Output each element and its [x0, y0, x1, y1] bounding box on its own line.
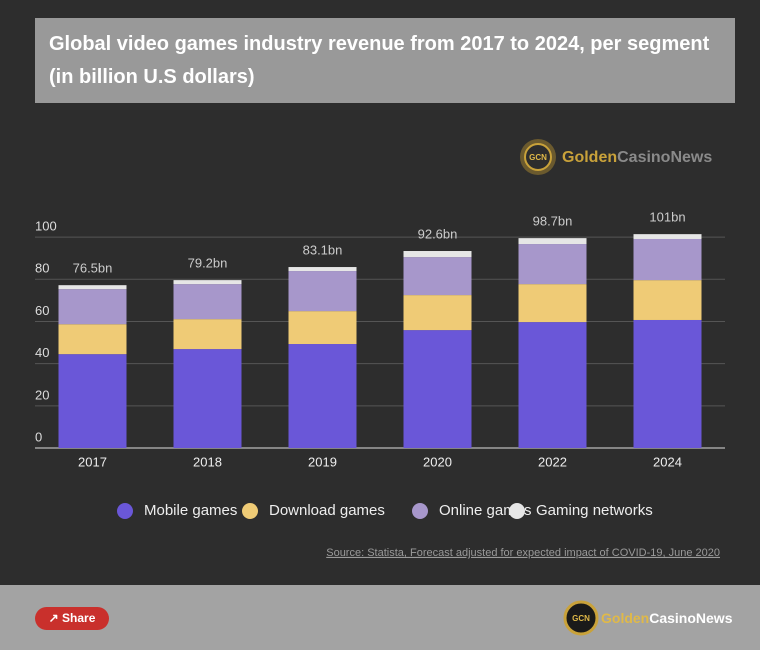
- bar-segment: [288, 344, 357, 448]
- bar-segment: [173, 284, 242, 320]
- footer-logo-text: GoldenCasinoNews: [601, 610, 733, 626]
- bar-segment: [288, 271, 357, 312]
- y-tick-label: 100: [35, 219, 57, 234]
- bar-segment: [518, 322, 587, 448]
- x-tick-label: 2024: [653, 454, 682, 469]
- share-label: Share: [62, 611, 96, 625]
- y-tick-label: 80: [35, 261, 49, 276]
- bar-segment: [403, 330, 472, 448]
- footer-brand-a: Golden: [601, 610, 649, 626]
- total-label: 79.2bn: [188, 256, 228, 271]
- footer-logo: GCN GoldenCasinoNews: [563, 600, 733, 636]
- bar-segment: [633, 234, 702, 239]
- y-tick-label: 40: [35, 345, 49, 360]
- bar-segment: [173, 349, 242, 448]
- y-tick-label: 20: [35, 387, 49, 402]
- legend-swatch: [509, 503, 525, 519]
- x-tick-label: 2018: [193, 454, 222, 469]
- x-tick-label: 2022: [538, 454, 567, 469]
- total-label: 83.1bn: [303, 242, 343, 257]
- bar-segment: [173, 280, 242, 285]
- y-tick-label: 0: [35, 429, 42, 444]
- footer-logo-badge: [563, 600, 599, 636]
- bar-segment: [58, 324, 127, 355]
- total-label: 98.7bn: [533, 214, 573, 229]
- bar-segment: [58, 285, 127, 290]
- total-label: 76.5bn: [73, 261, 113, 276]
- bar-segment: [403, 257, 472, 296]
- bar-segment: [633, 238, 702, 281]
- footer: ↗ Share GCN GoldenCasinoNews: [0, 585, 760, 650]
- bar-segment: [633, 280, 702, 320]
- bar-segment: [173, 319, 242, 350]
- logo-brand-a: Golden: [562, 149, 617, 166]
- bar-segment: [288, 311, 357, 345]
- legend-label: Mobile games: [144, 502, 237, 519]
- total-label: 101bn: [649, 210, 685, 225]
- bar-segment: [518, 244, 587, 285]
- bar-segment: [403, 251, 472, 258]
- bar-segment: [288, 267, 357, 272]
- logo-badge-text: GCN: [529, 153, 547, 162]
- bar-segment: [403, 295, 472, 331]
- footer-brand-b: CasinoNews: [649, 610, 732, 626]
- x-tick-label: 2019: [308, 454, 337, 469]
- chart: GCN GoldenCasinoNews Source: Statista, F…: [35, 139, 725, 559]
- bar-segment: [58, 354, 127, 448]
- chart-title: Global video games industry revenue from…: [35, 18, 735, 103]
- footer-logo-badge-text: GCN: [572, 614, 590, 623]
- bar-segment: [518, 284, 587, 323]
- y-tick-label: 60: [35, 303, 49, 318]
- logo-badge: [524, 143, 552, 171]
- bar-segment: [58, 289, 127, 325]
- logo-brand-b: CasinoNews: [617, 149, 712, 166]
- bar-segment: [518, 238, 587, 245]
- bar-segment: [633, 319, 702, 448]
- share-button[interactable]: ↗ Share: [35, 607, 109, 630]
- source[interactable]: Source: Statista, Forecast adjusted for …: [326, 547, 720, 559]
- x-tick-label: 2020: [423, 454, 452, 469]
- legend-swatch: [412, 503, 428, 519]
- legend-label: Gaming networks: [536, 502, 653, 519]
- legend-label: Online games: [439, 502, 532, 519]
- legend-swatch: [242, 503, 258, 519]
- total-label: 92.6bn: [418, 226, 458, 241]
- legend-label: Download games: [269, 502, 385, 519]
- logo-text: GoldenCasinoNews: [562, 149, 712, 166]
- legend-swatch: [117, 503, 133, 519]
- x-tick-label: 2017: [78, 454, 107, 469]
